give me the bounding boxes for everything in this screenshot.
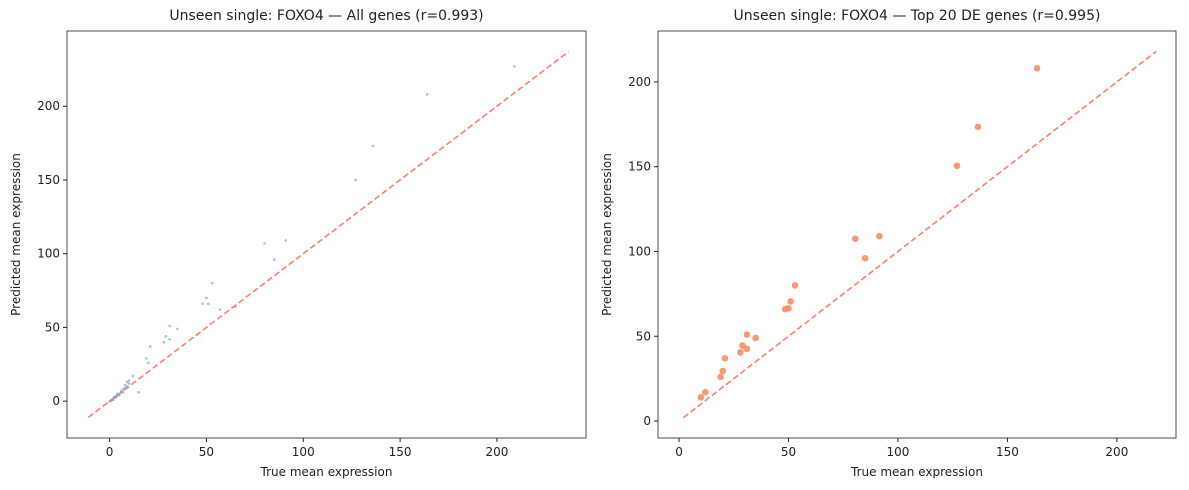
data-point [851, 235, 859, 243]
data-point [719, 367, 727, 375]
data-point [425, 93, 429, 96]
data-point [701, 388, 709, 396]
data-point [791, 282, 799, 289]
chart-title: Unseen single: FOXO4 — Top 20 DE genes (… [734, 8, 1101, 24]
data-point [125, 380, 129, 384]
data-point [513, 65, 516, 68]
data-point [737, 349, 744, 356]
y-axis-label: Predicted mean expression [9, 153, 23, 316]
x-tick-label: 100 [886, 445, 909, 459]
data-point [162, 340, 166, 344]
data-point [119, 389, 123, 393]
data-point [861, 254, 869, 262]
data-point [127, 382, 131, 385]
plot-frame [657, 30, 1177, 439]
y-tick-label: 200 [37, 99, 60, 113]
chart-title: Unseen single: FOXO4 — All genes (r=0.99… [169, 8, 483, 24]
data-point [953, 162, 961, 170]
data-point [127, 379, 131, 382]
data-point [721, 354, 729, 362]
x-tick-label: 100 [292, 445, 315, 459]
y-tick-label: 150 [628, 160, 651, 174]
y-tick-label: 0 [52, 394, 60, 408]
data-point [284, 239, 288, 242]
x-axis-label: True mean expression [850, 465, 983, 479]
data-point [781, 305, 789, 313]
data-point [1033, 65, 1041, 72]
x-tick-label: 0 [675, 445, 683, 459]
data-point [974, 123, 982, 131]
y-tick-label: 200 [628, 75, 651, 89]
data-point [717, 373, 724, 381]
data-point [210, 281, 214, 285]
y-axis-label: Predicted mean expression [600, 153, 614, 316]
data-point [201, 302, 204, 306]
data-point [743, 331, 751, 338]
data-point [115, 395, 118, 399]
data-point [218, 308, 222, 312]
data-point [131, 374, 135, 378]
data-point [145, 357, 148, 360]
x-tick-label: 150 [389, 445, 412, 459]
x-tick-label: 0 [106, 445, 114, 459]
x-tick-label: 200 [1105, 445, 1128, 459]
data-point [123, 383, 127, 387]
data-point [205, 296, 208, 300]
data-point [168, 324, 171, 328]
y-tick-label: 50 [636, 329, 651, 343]
data-point [743, 345, 751, 353]
reference-line [682, 50, 1157, 419]
data-point [176, 327, 179, 331]
data-point [354, 178, 357, 182]
data-point [207, 302, 210, 306]
y-tick-label: 100 [37, 247, 60, 261]
data-point [371, 144, 375, 148]
y-tick-label: 50 [45, 320, 60, 334]
x-tick-label: 150 [996, 445, 1019, 459]
data-point [121, 388, 125, 391]
y-tick-label: 150 [37, 173, 60, 187]
data-point [272, 258, 276, 261]
x-axis-label: True mean expression [260, 465, 393, 479]
x-tick-label: 200 [485, 445, 508, 459]
data-point [263, 242, 266, 245]
data-point [164, 334, 168, 338]
data-point [697, 394, 705, 401]
data-point [876, 232, 883, 240]
data-point [121, 390, 125, 394]
data-point [148, 345, 152, 348]
x-tick-label: 50 [199, 445, 214, 459]
x-tick-label: 50 [781, 445, 796, 459]
data-point [147, 361, 150, 365]
data-point [137, 390, 140, 394]
data-point [752, 334, 759, 342]
y-tick-label: 0 [643, 414, 651, 428]
y-tick-label: 100 [628, 244, 651, 258]
data-point [168, 337, 171, 341]
reference-line [87, 51, 570, 418]
data-point [787, 298, 794, 305]
plot-frame [66, 30, 587, 439]
